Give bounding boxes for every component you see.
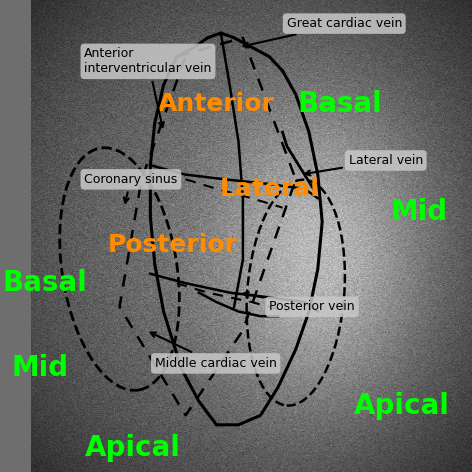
Text: Mid: Mid — [390, 198, 447, 227]
Text: Posterior: Posterior — [108, 234, 237, 257]
Text: Great cardiac vein: Great cardiac vein — [244, 17, 402, 48]
Text: Lateral: Lateral — [219, 177, 319, 201]
Text: Mid: Mid — [12, 354, 69, 382]
Text: Posterior vein: Posterior vein — [244, 292, 355, 313]
Text: Basal: Basal — [297, 90, 382, 118]
Text: Anterior
interventricular vein: Anterior interventricular vein — [84, 47, 211, 127]
Text: Apical: Apical — [354, 392, 449, 420]
Text: Basal: Basal — [2, 269, 87, 297]
Text: Lateral vein: Lateral vein — [305, 154, 423, 176]
Text: Middle cardiac vein: Middle cardiac vein — [151, 332, 277, 370]
Text: Anterior: Anterior — [158, 92, 275, 116]
Text: Coronary sinus: Coronary sinus — [84, 173, 177, 202]
Text: Apical: Apical — [85, 434, 181, 463]
